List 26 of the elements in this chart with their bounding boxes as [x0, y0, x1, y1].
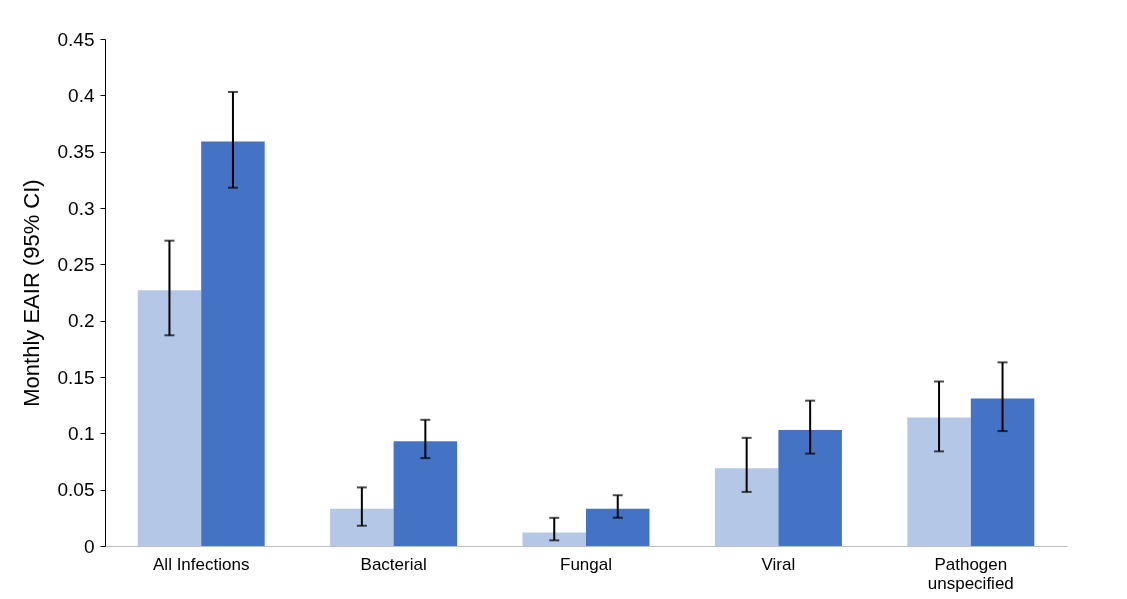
y-axis-title: Monthly EAIR (95% CI) [18, 179, 44, 407]
bar [522, 532, 586, 546]
y-tick-label: 0.4 [68, 84, 95, 106]
y-tick-label: 0.1 [68, 422, 95, 444]
bar [201, 141, 265, 546]
bar [330, 508, 394, 546]
x-tick-label: All Infections [153, 554, 250, 574]
bar [393, 441, 458, 546]
y-tick-label: 0.3 [68, 197, 95, 219]
x-tick-label: Pathogen unspecified [927, 554, 1014, 593]
x-tick-label: Bacterial [360, 554, 427, 574]
y-tick-label: 0.15 [57, 366, 95, 388]
x-tick-label: Fungal [560, 554, 612, 574]
y-tick-label: 0.35 [57, 141, 95, 163]
y-tick-label: 0.25 [57, 253, 95, 275]
bar [714, 468, 779, 546]
bar [778, 429, 842, 546]
y-tick-label: 0.2 [68, 310, 95, 332]
bar [970, 398, 1035, 546]
bar [137, 290, 202, 546]
x-tick-label: Viral [761, 554, 796, 574]
bar [907, 417, 971, 546]
y-tick-label: 0 [83, 535, 95, 557]
y-tick-label: 0.45 [57, 28, 95, 50]
bar [586, 508, 650, 546]
y-tick-label: 0.05 [57, 479, 95, 501]
